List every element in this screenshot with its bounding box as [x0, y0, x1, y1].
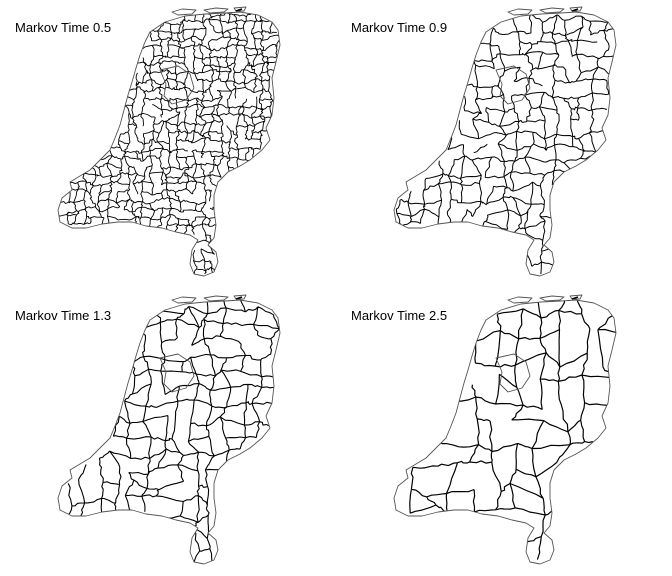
island-outline: [569, 6, 583, 12]
panel-markov-1-3: Markov Time 1.3: [0, 288, 336, 576]
inland-water: [495, 65, 531, 105]
panel-title: Markov Time 1.3: [15, 308, 112, 323]
panel-title: Markov Time 0.5: [15, 20, 112, 35]
island-outline: [171, 8, 197, 16]
island-outline: [171, 296, 197, 304]
island-outline: [569, 294, 583, 300]
inland-water: [159, 65, 195, 105]
inland-water: [159, 353, 195, 393]
island-outline: [507, 296, 533, 304]
island-outline: [507, 8, 533, 16]
island-outline: [203, 7, 229, 14]
island-outline: [233, 294, 247, 300]
island-marker: [235, 8, 243, 12]
panel-markov-2-5: Markov Time 2.5: [336, 288, 672, 576]
inland-water: [495, 353, 531, 393]
region-boundary-lines: [409, 300, 616, 560]
cluster-boundaries: [66, 300, 280, 564]
netherlands-map: [393, 294, 617, 565]
cluster-boundaries: [409, 300, 616, 560]
island-outline: [539, 295, 565, 302]
netherlands-map: [57, 294, 281, 565]
cluster-boundaries: [395, 13, 616, 275]
island-marker: [571, 8, 579, 12]
island-outline: [539, 7, 565, 14]
region-boundary-lines: [58, 12, 280, 276]
island-outline: [203, 295, 229, 302]
netherlands-map: [393, 6, 617, 277]
region-boundary-lines: [395, 13, 616, 275]
panel-title: Markov Time 0.9: [351, 20, 448, 35]
island-marker: [235, 296, 243, 300]
panel-title: Markov Time 2.5: [351, 308, 448, 323]
country-outline: [393, 299, 617, 565]
region-boundary-lines: [66, 300, 280, 564]
country-outline: [57, 299, 281, 565]
island-marker: [571, 296, 579, 300]
country-outline: [57, 11, 281, 277]
country-outline: [393, 11, 617, 277]
netherlands-map: [57, 6, 281, 277]
cluster-boundaries: [58, 12, 280, 276]
island-outline: [233, 6, 247, 12]
panel-markov-0-5: Markov Time 0.5: [0, 0, 336, 288]
panel-markov-0-9: Markov Time 0.9: [336, 0, 672, 288]
